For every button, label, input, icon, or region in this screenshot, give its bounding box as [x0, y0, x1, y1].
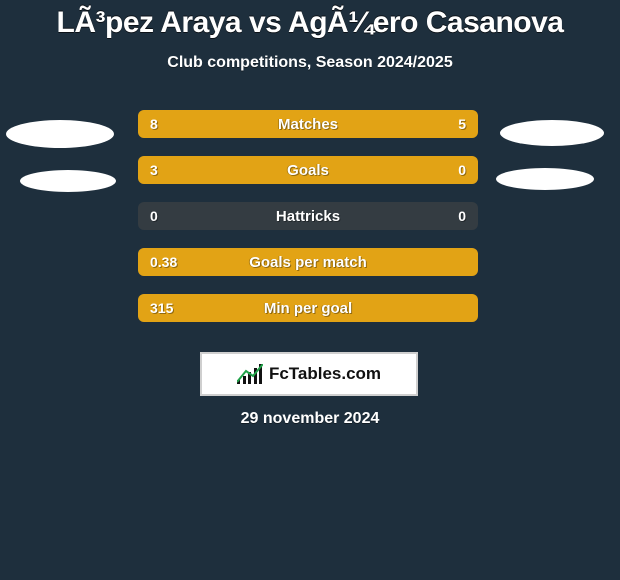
brand-icon-line: [237, 364, 263, 384]
chart-row-label: Goals per match: [138, 248, 478, 276]
chart-value-left: 315: [150, 294, 173, 322]
chart-row-label: Min per goal: [138, 294, 478, 322]
comparison-chart: Matches85Goals30Hattricks00Goals per mat…: [138, 110, 478, 322]
chart-row-label: Hattricks: [138, 202, 478, 230]
chart-value-left: 0: [150, 202, 158, 230]
chart-row-label: Goals: [138, 156, 478, 184]
chart-value-left: 8: [150, 110, 158, 138]
chart-value-left: 3: [150, 156, 158, 184]
player-left-graphics: [6, 120, 126, 214]
chart-value-right: 0: [458, 156, 466, 184]
chart-value-right: 0: [458, 202, 466, 230]
chart-value-left: 0.38: [150, 248, 177, 276]
brand-text: FcTables.com: [269, 364, 381, 384]
chart-value-right: 5: [458, 110, 466, 138]
page-title: LÃ³pez Araya vs AgÃ¼ero Casanova: [0, 0, 620, 40]
stage: LÃ³pez Araya vs AgÃ¼ero Casanova Club co…: [0, 0, 620, 580]
chart-row: Hattricks0 0: [138, 202, 478, 230]
player-ellipse: [20, 170, 116, 192]
player-ellipse: [6, 120, 114, 148]
player-ellipse: [496, 168, 594, 190]
player-ellipse: [500, 120, 604, 146]
chart-row: Goals3 0: [138, 156, 478, 184]
chart-row-label: Matches: [138, 110, 478, 138]
chart-row: Min per goal315: [138, 294, 478, 322]
chart-row: Matches8 5: [138, 110, 478, 138]
brand-chart-icon: [237, 364, 263, 384]
season-subtitle: Club competitions, Season 2024/2025: [0, 54, 620, 72]
brand-box: FcTables.com: [200, 352, 418, 396]
chart-row: Goals per match0.38: [138, 248, 478, 276]
player-right-graphics: [494, 120, 614, 212]
date-label: 29 november 2024: [0, 410, 620, 428]
